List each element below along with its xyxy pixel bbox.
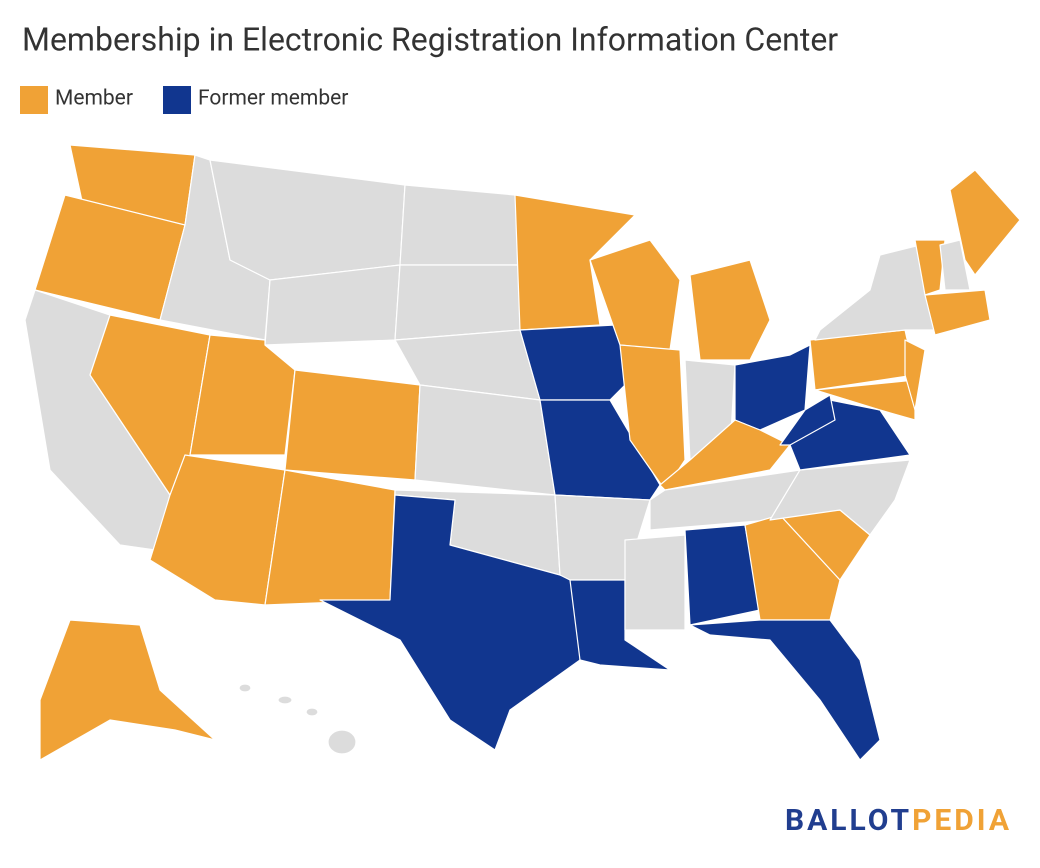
state-shape (39, 619, 216, 761)
title: Membership in Electronic Registration In… (22, 20, 838, 58)
state-shape (394, 264, 521, 341)
state-shape (689, 259, 771, 361)
state-shape (305, 707, 319, 717)
state-shape (209, 159, 406, 281)
brand-part: BALLOT (785, 803, 912, 838)
state-shape (949, 169, 1021, 276)
state-shape (814, 379, 916, 421)
state-shape (904, 339, 926, 411)
state-shape (238, 683, 252, 693)
state-shape (399, 184, 521, 266)
brand: BALLOTPEDIA (785, 803, 1012, 838)
state-shape (284, 369, 421, 481)
state-shape (514, 194, 636, 331)
legend-label: Member (55, 87, 133, 111)
legend-swatch (20, 86, 48, 114)
brand-part: PEDIA (912, 803, 1012, 838)
states (24, 144, 1021, 761)
state-shape (779, 394, 836, 446)
state-shape (277, 695, 293, 705)
state-shape (414, 384, 556, 496)
state-shape (327, 729, 357, 755)
state-shape (939, 239, 971, 291)
legend-swatch (163, 86, 191, 114)
state-shape (519, 324, 631, 401)
state-shape (624, 534, 686, 631)
state-shape (689, 619, 881, 761)
legend-label: Former member (198, 87, 348, 111)
state-shape (924, 289, 991, 336)
state-shape (659, 419, 791, 491)
state-shape (264, 469, 396, 606)
state-shape (539, 399, 661, 501)
state-shape (769, 459, 911, 536)
state-shape (589, 239, 681, 351)
state-shape (814, 244, 936, 341)
state-shape (319, 494, 581, 751)
state-shape (914, 239, 946, 296)
